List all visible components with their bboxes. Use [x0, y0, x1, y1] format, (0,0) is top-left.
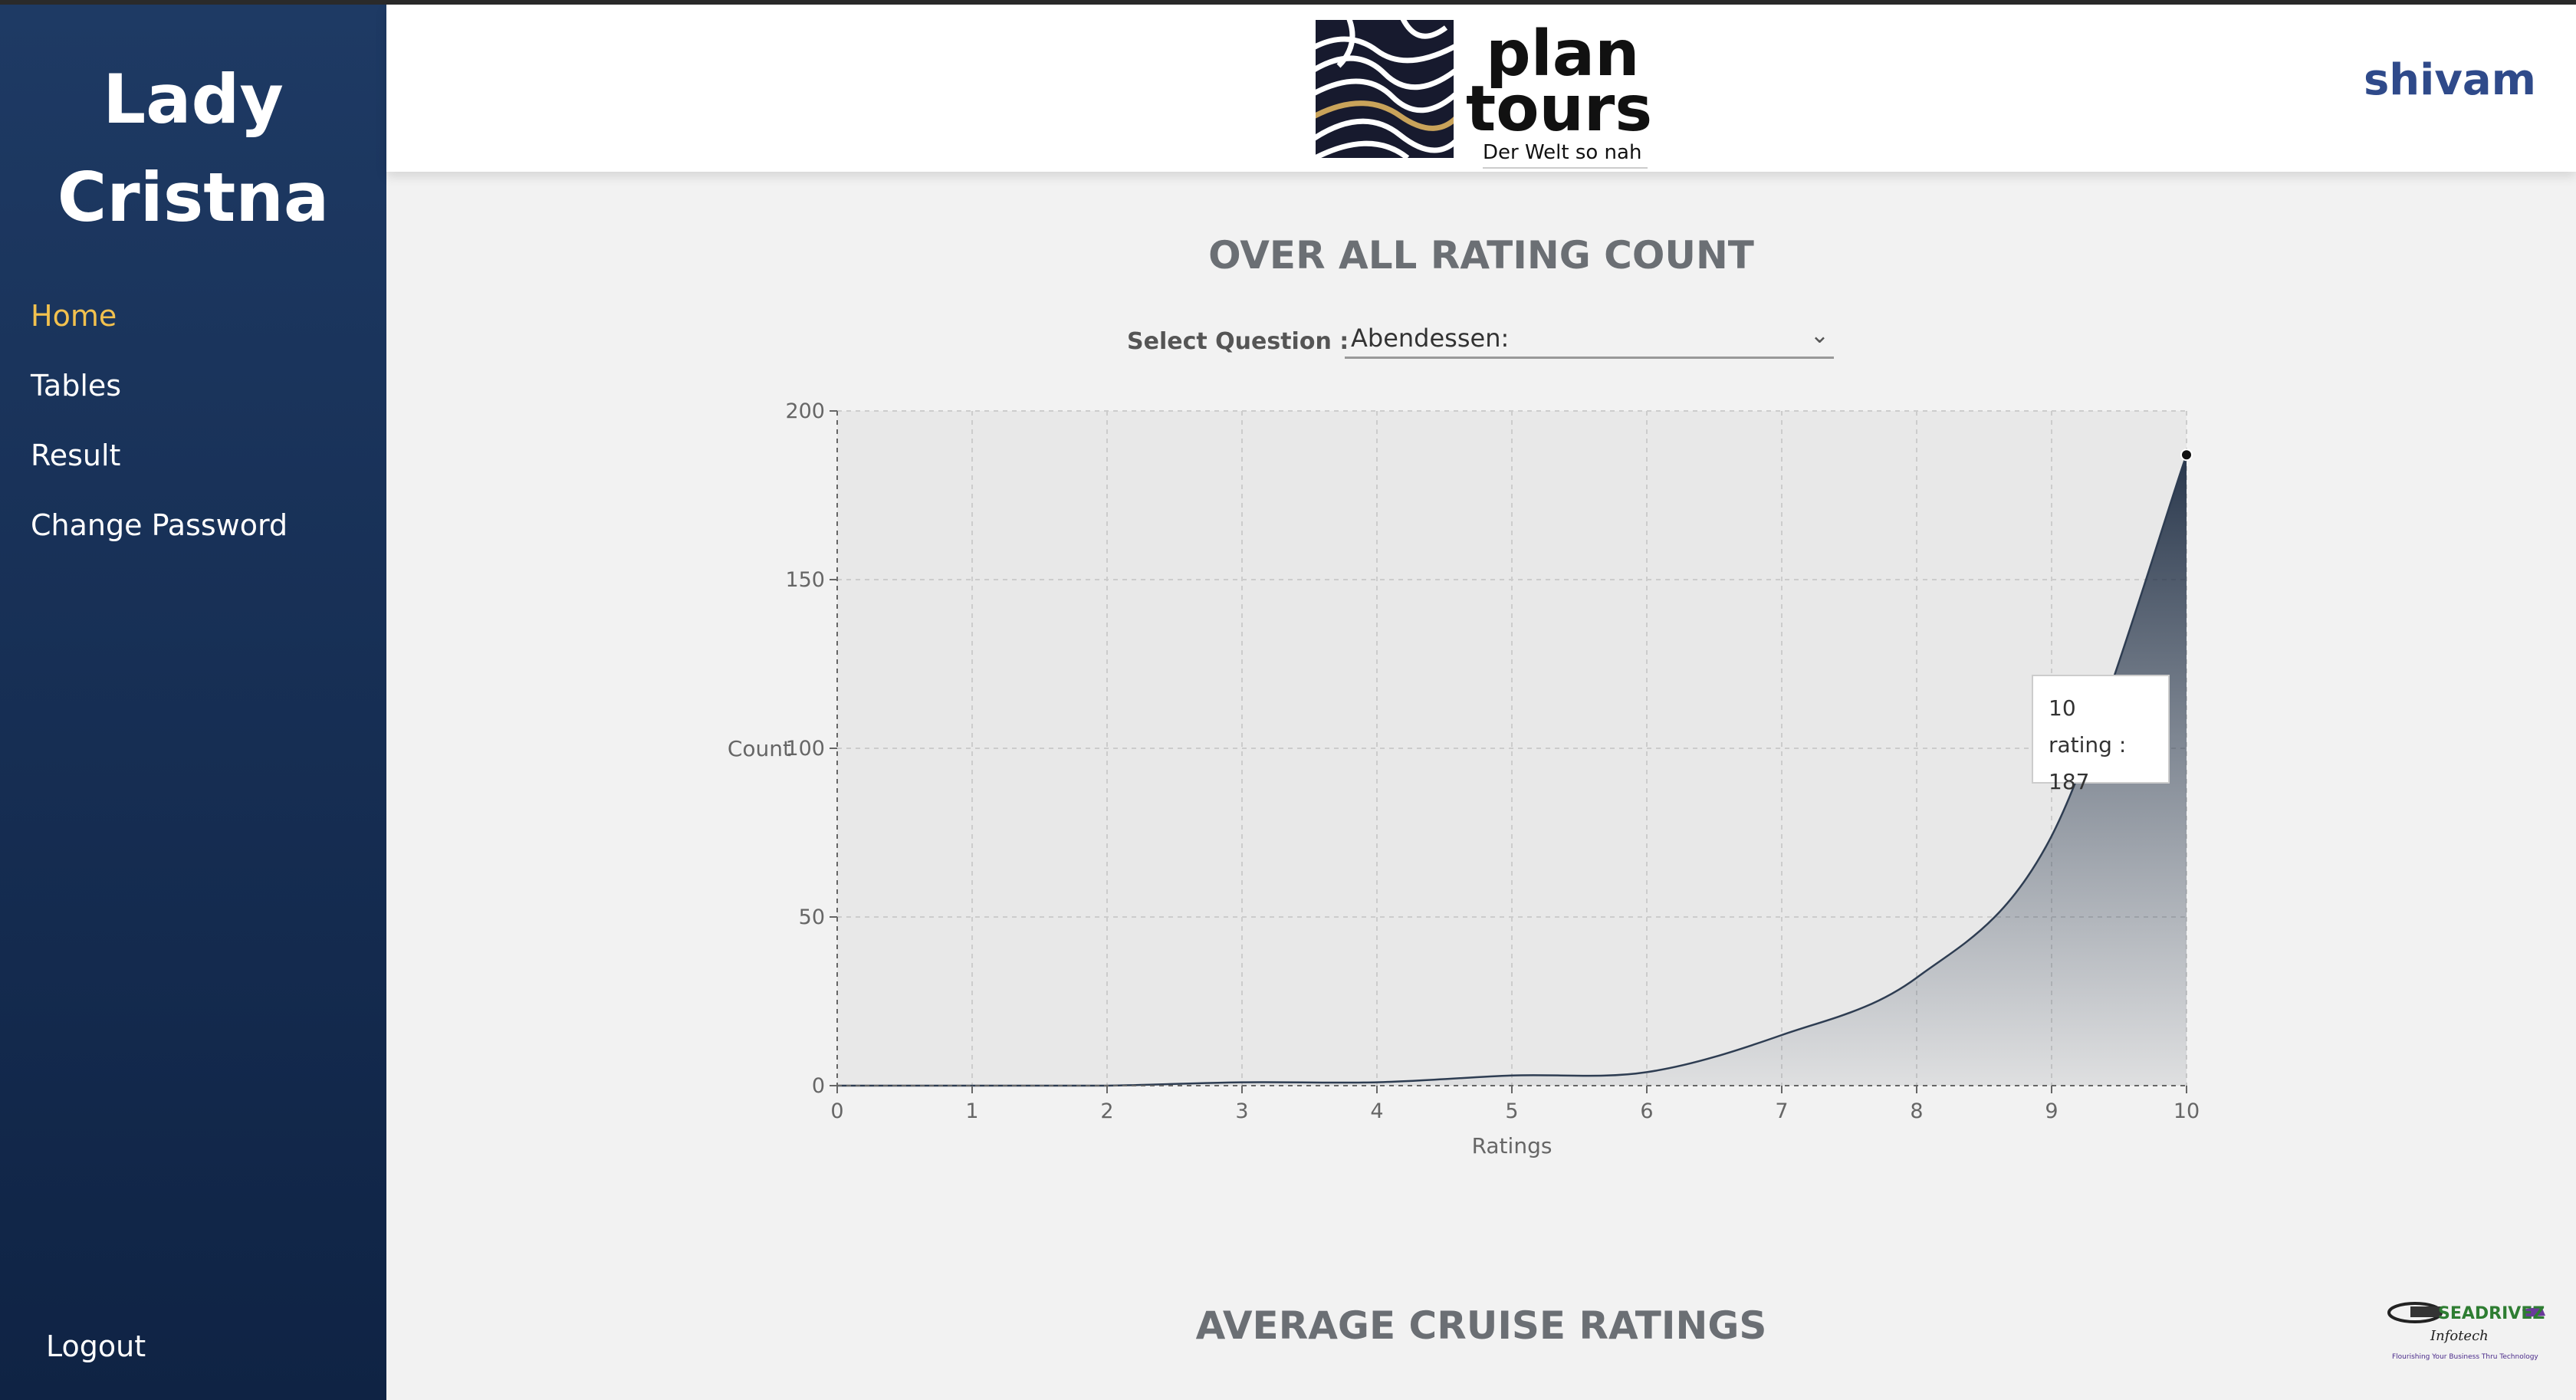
sidebar-item-change-password[interactable]: Change Password	[31, 508, 288, 542]
chevron-down-icon: ⌄	[1809, 322, 1829, 349]
seadrivez-logo: SEADRIVEZ Infotech Flourishing Your Busi…	[2387, 1302, 2545, 1361]
tooltip-x: 10	[2049, 695, 2076, 721]
x-tick-label: 4	[1370, 1099, 1383, 1123]
y-tick-label: 200	[785, 399, 825, 423]
seadrivez-tagline: Flourishing Your Business Thru Technolog…	[2392, 1353, 2538, 1361]
plantours-logo: plan tours Der Welt so nah	[1316, 18, 1661, 169]
y-tick-label: 50	[799, 905, 825, 929]
question-select-value: Abendessen:	[1351, 324, 1510, 353]
brand-line2: Cristna	[57, 158, 330, 237]
contour-logo-icon	[1316, 20, 1454, 158]
sidebar-nav: Home Tables Result Change Password	[31, 288, 288, 567]
header: plan tours Der Welt so nah shivam	[386, 5, 2576, 172]
sidebar-item-result[interactable]: Result	[31, 439, 121, 472]
logout-link[interactable]: Logout	[46, 1329, 146, 1363]
x-tick-label: 6	[1640, 1099, 1653, 1123]
x-tick-label: 7	[1775, 1099, 1788, 1123]
user-name[interactable]: shivam	[2363, 55, 2536, 105]
x-axis-label: Ratings	[1472, 1133, 1552, 1158]
logo-line1: plan	[1486, 18, 1640, 90]
x-tick-label: 10	[2174, 1099, 2200, 1123]
series-area	[837, 455, 2187, 1086]
brand-title: Lady Cristna	[0, 51, 386, 247]
series-points	[2180, 449, 2193, 462]
section-title-rating-count: OVER ALL RATING COUNT	[1208, 233, 1754, 278]
x-tick-label: 5	[1505, 1099, 1518, 1123]
logo-line2: tours	[1466, 73, 1653, 146]
sidebar-item-home[interactable]: Home	[31, 299, 117, 333]
sidebar-item-tables[interactable]: Tables	[31, 369, 122, 403]
x-tick-label: 3	[1235, 1099, 1248, 1123]
select-question-label: Select Question :	[1127, 328, 1349, 355]
section-title-average-ratings: AVERAGE CRUISE RATINGS	[1195, 1303, 1767, 1348]
y-tick-label: 100	[785, 737, 825, 761]
window-top-border	[0, 0, 2576, 5]
x-tick-label: 8	[1910, 1099, 1923, 1123]
tooltip-value: rating : 187	[2049, 732, 2127, 794]
question-select[interactable]: Abendessen: ⌄	[1345, 322, 1834, 359]
seadrivez-sub: Infotech	[2430, 1328, 2489, 1344]
seadrivez-name: SEADRIVEZ	[2438, 1304, 2545, 1323]
x-tick-label: 2	[1100, 1099, 1113, 1123]
logo-tagline: Der Welt so nah	[1483, 141, 1648, 169]
x-tick-label: 9	[2045, 1099, 2058, 1123]
x-tick-label: 0	[830, 1099, 843, 1123]
brand-line1: Lady	[103, 60, 284, 139]
x-tick-label: 1	[965, 1099, 978, 1123]
highlighted-data-point[interactable]	[2180, 449, 2193, 462]
y-tick-label: 0	[812, 1074, 825, 1098]
sidebar: Lady Cristna Home Tables Result Change P…	[0, 5, 386, 1400]
y-tick-label: 150	[785, 568, 825, 592]
y-axis-label: Count	[728, 736, 791, 761]
chart-tooltip: 10 rating : 187	[2032, 675, 2170, 794]
